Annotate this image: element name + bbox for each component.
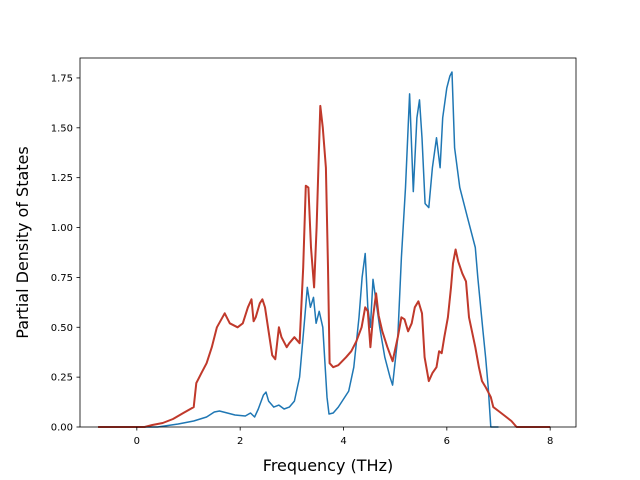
y-tick-label: 1.75 (51, 73, 73, 84)
axes-frame (79, 57, 577, 428)
series-line-2 (98, 104, 551, 428)
x-tick-label: 2 (237, 436, 243, 447)
series-line-1 (98, 71, 499, 428)
y-tick-label: 0.50 (51, 323, 73, 334)
y-axis-label: Partial Density of States (13, 146, 32, 338)
y-tick-label: 1.00 (51, 223, 73, 234)
y-tick-label: 1.25 (51, 173, 73, 184)
series-layer (98, 71, 551, 428)
y-tick-label: 0.00 (51, 423, 73, 434)
y-axis-ticks: 0.00 0.25 0.50 0.75 1.00 1.25 1.50 1.75 (51, 73, 80, 434)
y-tick-label: 0.75 (51, 273, 73, 284)
x-axis-label: Frequency (THz) (263, 456, 393, 475)
x-tick-label: 4 (340, 436, 346, 447)
x-axis-ticks: 0 2 4 6 8 (134, 427, 553, 447)
y-tick-label: 1.50 (51, 123, 73, 134)
x-tick-label: 8 (547, 436, 553, 447)
x-tick-label: 6 (444, 436, 450, 447)
y-tick-label: 0.25 (51, 373, 73, 384)
x-tick-label: 0 (134, 436, 140, 447)
